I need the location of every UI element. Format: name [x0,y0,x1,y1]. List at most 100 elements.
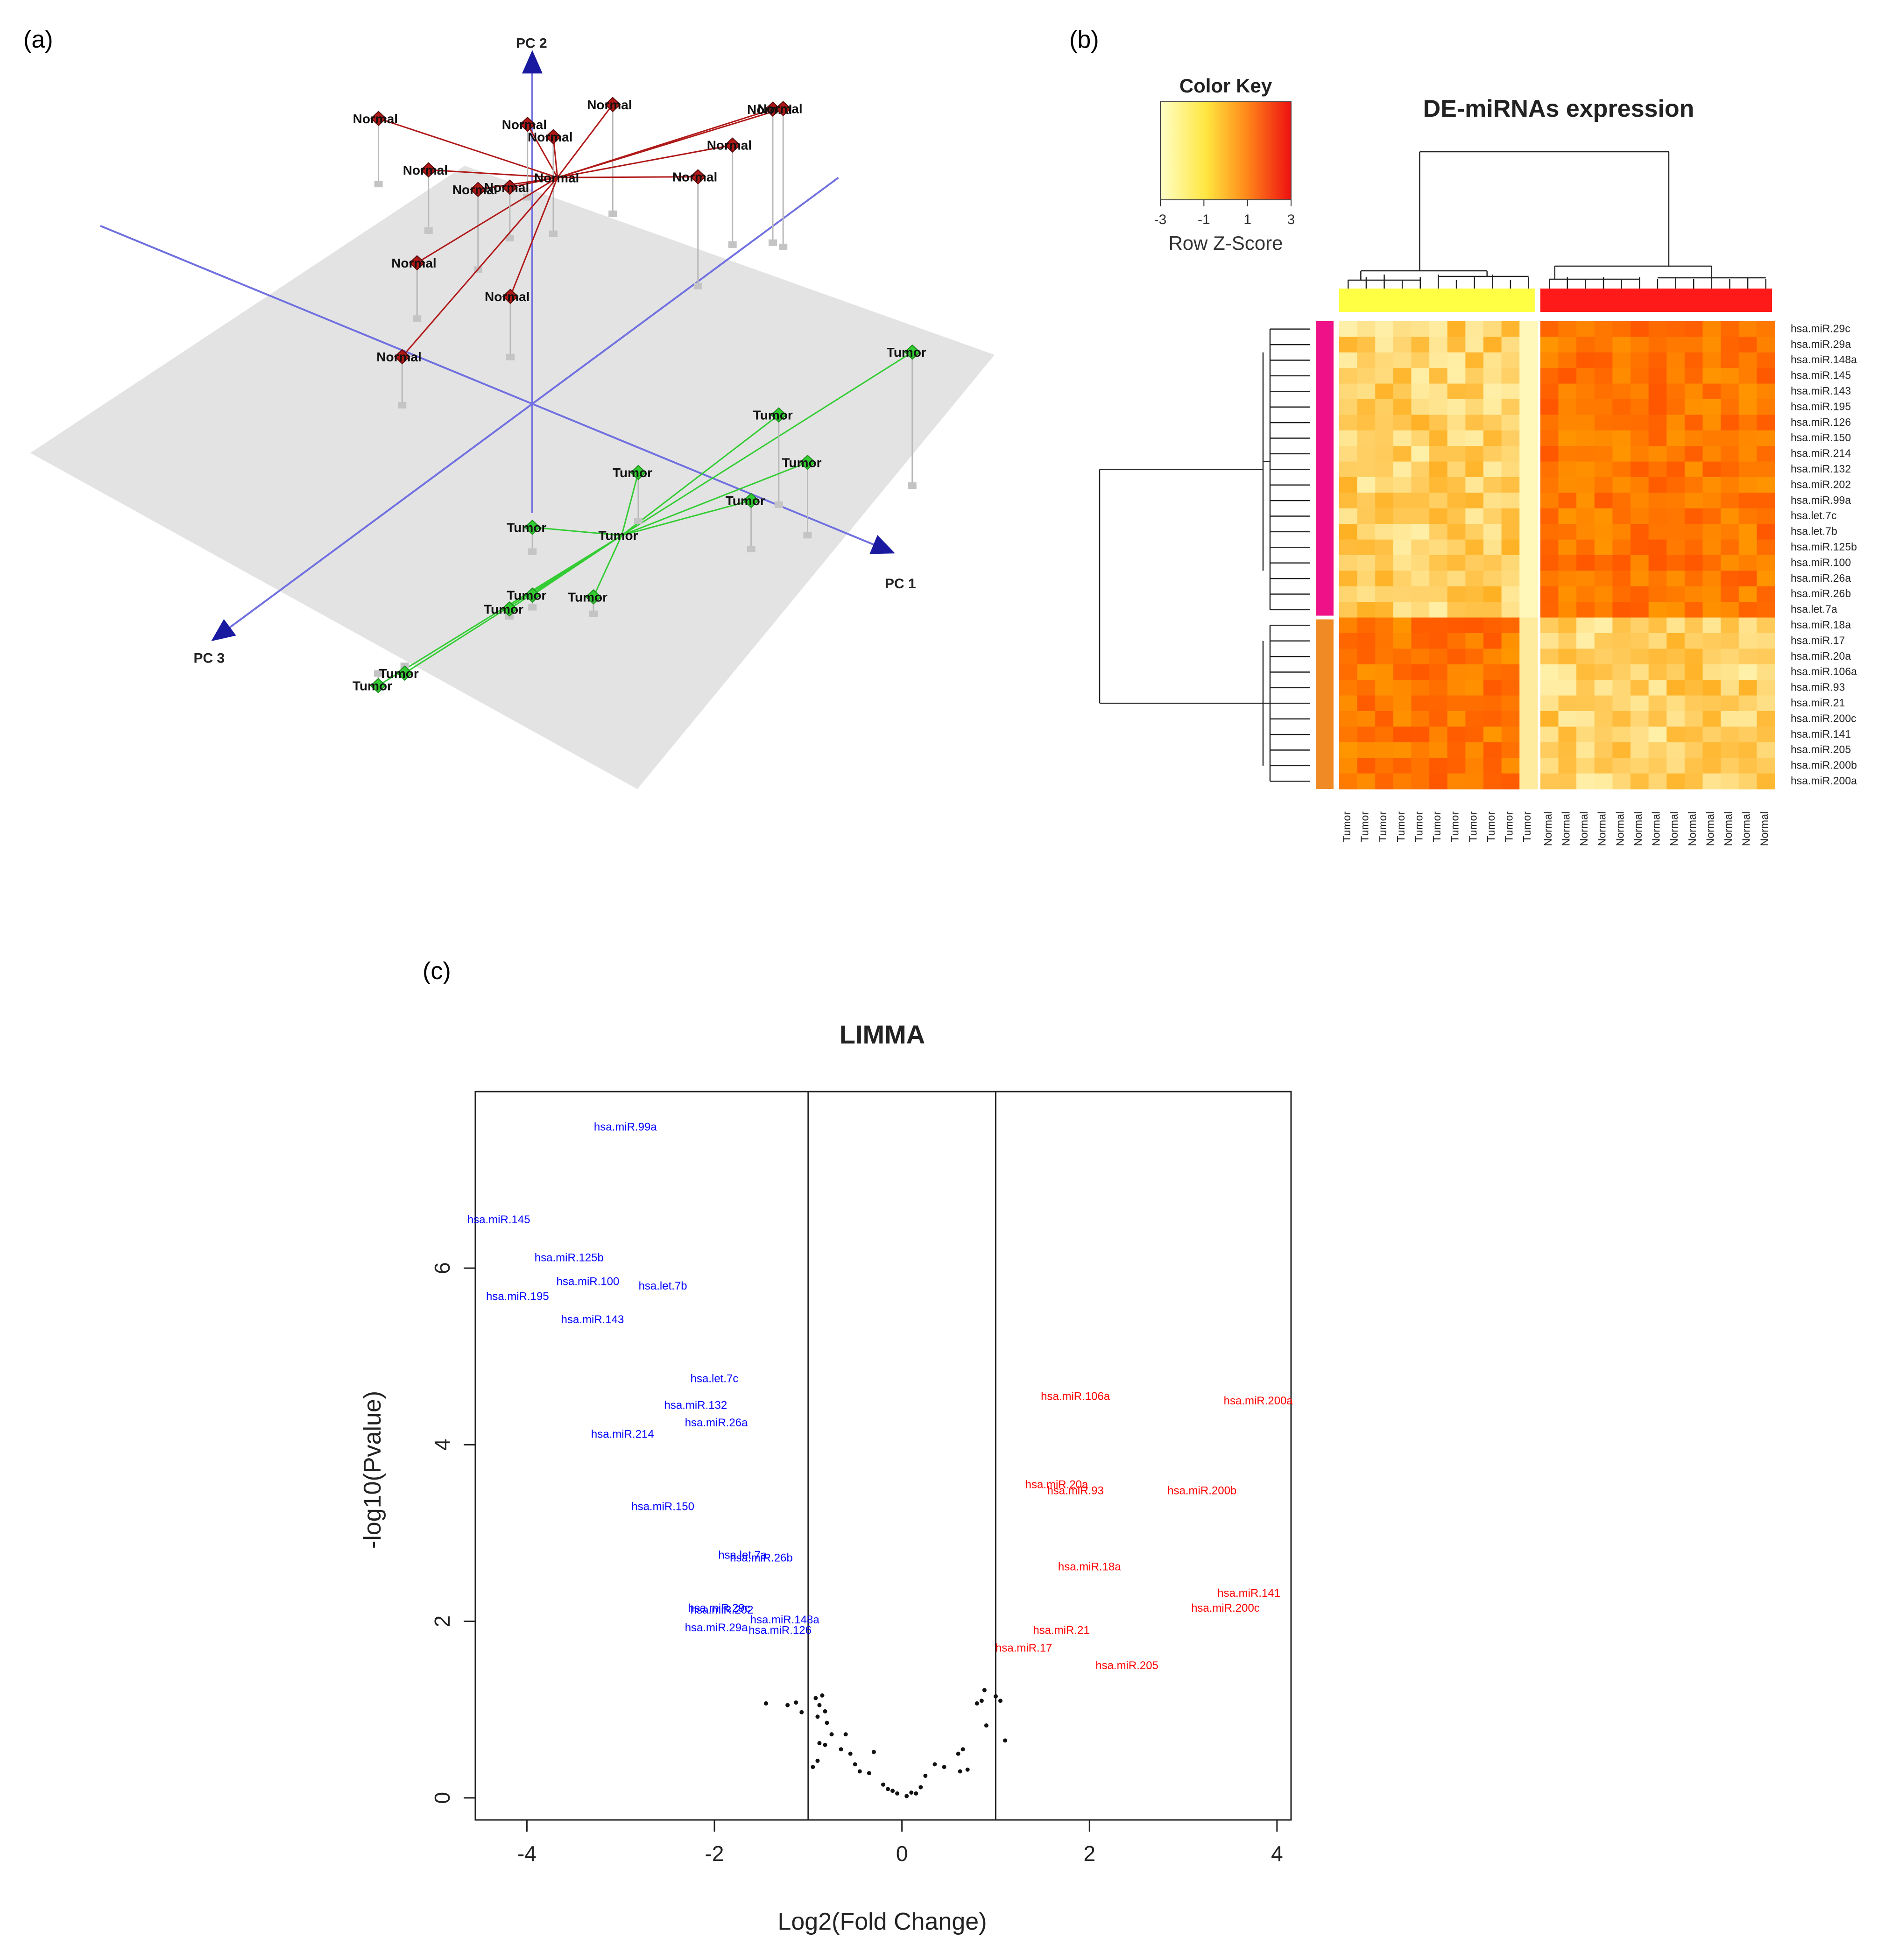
heatmap-cell [1594,586,1613,602]
heatmap-cell [1721,773,1739,790]
heatmap-cell [1483,321,1502,337]
heatmap-cell [1357,680,1376,696]
heatmap-cell [1684,680,1703,696]
heatmap-cell [1540,321,1559,337]
heatmap-cell [1339,773,1358,790]
heatmap-cell [1721,633,1739,649]
heatmap-cell [1721,539,1739,556]
volcano-point [909,1790,914,1795]
heatmap-cell [1540,711,1559,727]
heatmap-cell [1375,493,1394,509]
heatmap-cell [1465,695,1484,712]
heatmap-cell [1702,617,1721,634]
pca-point [630,465,647,480]
heatmap-cell [1447,477,1466,493]
heatmap-cell [1339,742,1358,758]
pca-point [420,162,437,178]
heatmap-row-label: hsa.miR.93 [1791,681,1845,693]
heatmap-cell [1721,430,1739,446]
pca-shadow-mark [693,282,702,289]
heatmap-cell [1631,508,1649,524]
heatmap-cell [1375,415,1394,431]
volcano-point-label: hsa.miR.125b [535,1251,604,1264]
heatmap-cell [1483,430,1502,446]
heatmap-cell [1357,555,1376,571]
volcano-point [914,1791,918,1796]
heatmap-plot: DE-miRNAs expression Color Key -3 -1 1 3 Row Z… [1099,75,1857,846]
pca-spoke-line [593,535,622,597]
heatmap-cell [1594,571,1613,587]
pca-spoke-line [532,526,622,536]
heatmap-cell [1501,773,1520,790]
volcano-point [956,1751,960,1756]
heatmap-cell [1429,742,1448,758]
heatmap-cell [1429,726,1448,743]
heatmap-cell [1576,555,1595,571]
heatmap-cell [1738,493,1757,509]
heatmap-cell [1594,664,1613,680]
heatmap-cell [1666,477,1685,493]
heatmap-cell [1501,633,1520,649]
heatmap-cell [1357,711,1376,727]
pca-point [501,179,518,195]
heatmap-cell [1540,539,1559,556]
heatmap-cell [1721,461,1739,478]
heatmap-cell [1738,680,1757,696]
heatmap-cell [1357,664,1376,680]
pca-point [370,678,387,693]
pca-point-label: Tumor [568,590,607,604]
heatmap-cell [1339,726,1358,743]
heatmap-cell [1576,508,1595,524]
heatmap-cell [1702,508,1721,524]
heatmap-cell [1558,477,1577,493]
heatmap-cell [1576,602,1595,618]
heatmap-cell [1339,633,1358,649]
heatmap-cell [1357,508,1376,524]
heatmap-cell [1702,726,1721,743]
heatmap-cell [1757,383,1775,400]
heatmap-cell [1738,586,1757,602]
heatmap-cell [1666,555,1685,571]
heatmap-cell [1483,649,1502,665]
heatmap-cell [1738,352,1757,368]
volcano-point [890,1789,895,1793]
heatmap-cell [1648,337,1667,353]
heatmap-cell [1757,555,1775,571]
heatmap-cell [1540,664,1559,680]
heatmap-cell [1684,493,1703,509]
heatmap-cell [1757,633,1775,649]
volcano-point [839,1747,843,1752]
heatmap-cell [1339,399,1358,415]
heatmap-cell [1757,337,1775,353]
heatmap-cell [1576,633,1595,649]
heatmap-cell [1447,649,1466,665]
pca-spoke-line [509,176,558,188]
heatmap-cell [1576,695,1595,712]
volcano-point [871,1749,876,1754]
heatmap-cell [1411,539,1430,556]
heatmap-cell [1519,586,1538,602]
pca-point [743,493,760,508]
heatmap-cell [1483,742,1502,758]
heatmap-cell [1558,524,1577,540]
heatmap-cell [1558,695,1577,712]
heatmap-cell [1465,383,1484,400]
heatmap-cell [1447,617,1466,634]
heatmap-row-label: hsa.miR.100 [1791,556,1851,568]
heatmap-cell [1339,711,1358,727]
volcano-point-label: hsa.miR.100 [557,1276,620,1288]
heatmap-col-label: Tumor [1412,811,1425,842]
heatmap-cell [1375,368,1394,384]
heatmap-cell [1684,508,1703,524]
heatmap-cell [1540,337,1559,353]
heatmap-cell [1684,461,1703,478]
heatmap-cell [1721,352,1739,368]
heatmap-cell [1429,617,1448,634]
x-tick-label: -2 [705,1841,724,1866]
heatmap-row-label: hsa.miR.200c [1791,712,1857,724]
y-tick-label: 6 [430,1262,454,1274]
heatmap-cell [1738,649,1757,665]
heatmap-cell [1721,555,1739,571]
heatmap-col-label: Normal [1668,811,1680,846]
heatmap-cell [1612,555,1631,571]
